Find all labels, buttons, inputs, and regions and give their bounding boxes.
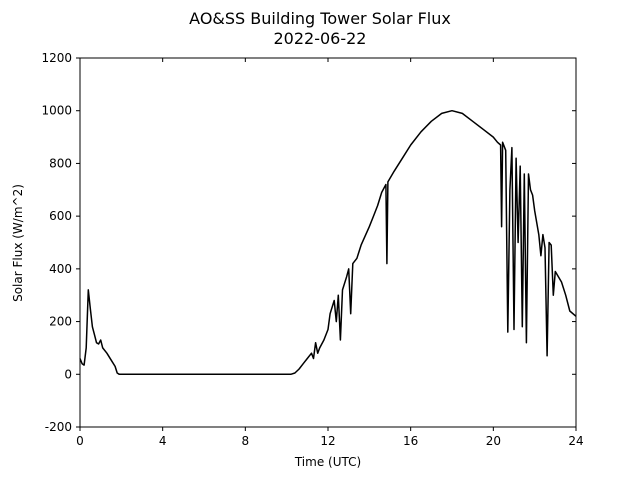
y-tick-label: 1000 — [41, 104, 72, 118]
x-tick-label: 0 — [76, 434, 84, 448]
x-tick-label: 4 — [159, 434, 167, 448]
y-tick-label: -200 — [45, 420, 72, 434]
x-tick-label: 16 — [403, 434, 418, 448]
y-tick-label: 1200 — [41, 51, 72, 65]
y-tick-label: 200 — [49, 315, 72, 329]
x-tick-label: 12 — [320, 434, 335, 448]
flux-line — [79, 109, 577, 376]
y-tick-label: 800 — [49, 156, 72, 170]
y-axis-label: Solar Flux (W/m^2) — [11, 184, 25, 302]
y-tick-label: 600 — [49, 209, 72, 223]
x-tick-label: 24 — [568, 434, 583, 448]
y-tick-label: 400 — [49, 262, 72, 276]
chart-title: AO&SS Building Tower Solar Flux — [189, 9, 451, 28]
y-tick-label: 0 — [64, 367, 72, 381]
x-axis-label: Time (UTC) — [294, 455, 361, 469]
chart-subtitle: 2022-06-22 — [274, 29, 367, 48]
plot-frame — [79, 57, 577, 428]
x-tick-label: 20 — [486, 434, 501, 448]
x-tick-label: 8 — [242, 434, 250, 448]
